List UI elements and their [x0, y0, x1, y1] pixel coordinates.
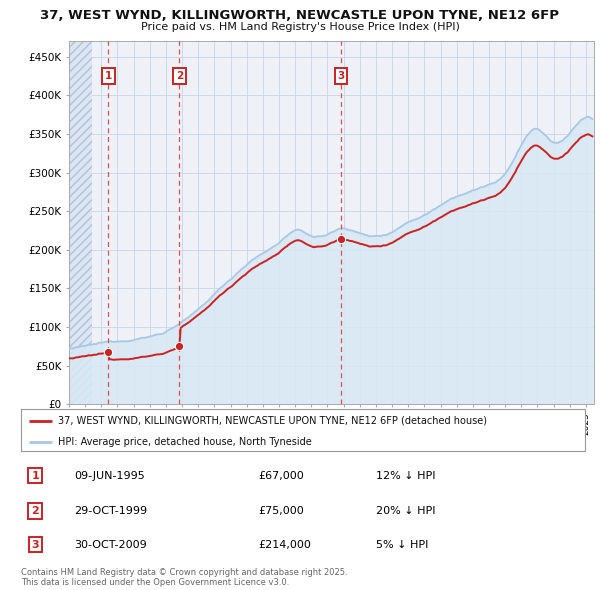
Text: 30-OCT-2009: 30-OCT-2009	[74, 540, 148, 549]
Text: Contains HM Land Registry data © Crown copyright and database right 2025.
This d: Contains HM Land Registry data © Crown c…	[21, 568, 347, 587]
Text: 37, WEST WYND, KILLINGWORTH, NEWCASTLE UPON TYNE, NE12 6FP (detached house): 37, WEST WYND, KILLINGWORTH, NEWCASTLE U…	[58, 416, 487, 426]
Text: 37, WEST WYND, KILLINGWORTH, NEWCASTLE UPON TYNE, NE12 6FP: 37, WEST WYND, KILLINGWORTH, NEWCASTLE U…	[41, 9, 560, 22]
Text: 09-JUN-1995: 09-JUN-1995	[74, 471, 145, 480]
Text: 29-OCT-1999: 29-OCT-1999	[74, 506, 148, 516]
Text: £67,000: £67,000	[258, 471, 304, 480]
Text: 2: 2	[176, 71, 183, 81]
Text: 2: 2	[31, 506, 39, 516]
Text: 1: 1	[105, 71, 112, 81]
Text: £214,000: £214,000	[258, 540, 311, 549]
Text: 5% ↓ HPI: 5% ↓ HPI	[376, 540, 428, 549]
Text: Price paid vs. HM Land Registry's House Price Index (HPI): Price paid vs. HM Land Registry's House …	[140, 22, 460, 32]
Text: HPI: Average price, detached house, North Tyneside: HPI: Average price, detached house, Nort…	[58, 437, 311, 447]
Text: £75,000: £75,000	[258, 506, 304, 516]
Text: 1: 1	[31, 471, 39, 480]
Text: 20% ↓ HPI: 20% ↓ HPI	[376, 506, 436, 516]
Text: 12% ↓ HPI: 12% ↓ HPI	[376, 471, 436, 480]
Text: 3: 3	[337, 71, 344, 81]
Text: 3: 3	[31, 540, 39, 549]
